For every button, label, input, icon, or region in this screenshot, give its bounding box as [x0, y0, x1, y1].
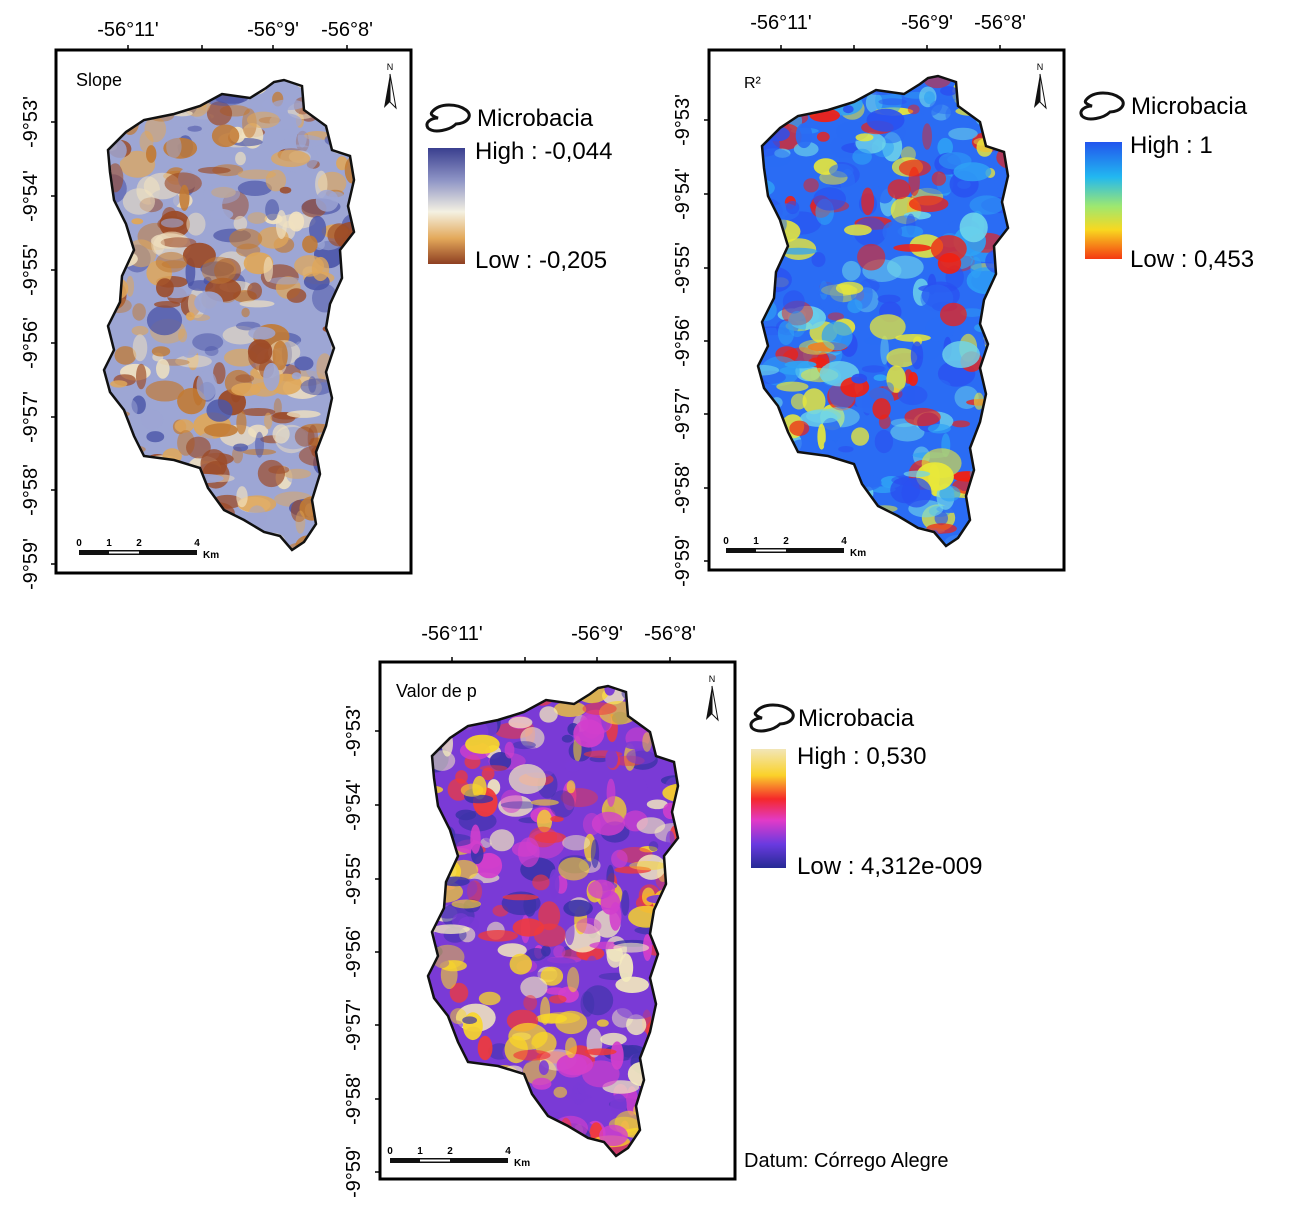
lat-label: -9°54' [20, 170, 42, 222]
longitude-labels: -56°11' -56°9' -56°8' [421, 623, 696, 645]
longitude-labels: -56°11' -56°9' -56°8' [750, 12, 1026, 34]
north-label: N [1037, 62, 1044, 72]
north-arrow: N [384, 62, 397, 110]
north-arrow-icon [384, 74, 390, 108]
scale-tick: 4 [841, 536, 847, 547]
scale-bar: 0 1 2 4 Km [387, 1146, 530, 1169]
color-ramp [751, 749, 786, 868]
lat-label: -9°57' [20, 391, 42, 443]
longitude-labels: -56°11' -56°9' -56°8' [97, 19, 373, 41]
lat-label: -9°59' [20, 538, 42, 590]
scale-tick: 4 [194, 538, 200, 549]
color-ramp [428, 148, 465, 264]
scale-tick: 1 [106, 538, 112, 549]
lat-label: -9°53' [20, 96, 42, 148]
lon-label: -56°11' [97, 19, 158, 41]
latitude-labels: -9°53' -9°54' -9°55' -9°56' -9°57' -9°58… [672, 94, 694, 587]
lat-label: -9°53' [672, 94, 694, 146]
lat-label: -9°53' [343, 705, 365, 757]
lon-label: -56°9' [901, 12, 953, 34]
lat-label: -9°57' [343, 999, 365, 1051]
lat-label: -9°56' [672, 315, 694, 367]
legend-layer-name: Microbacia [1131, 93, 1248, 120]
scale-tick: 1 [417, 1146, 423, 1157]
graticule-ticks [375, 657, 671, 1173]
lon-label: -56°8' [644, 623, 696, 645]
lat-label: -9°55' [343, 853, 365, 905]
north-arrow: N [1034, 62, 1047, 110]
r2-map-panel: -56°11' -56°9' -56°8' -9°53' -9°54' -9°5… [672, 12, 1254, 587]
lat-label: -9°56' [343, 926, 365, 978]
lat-label: -9°57' [672, 388, 694, 440]
map-title: R² [744, 75, 762, 92]
lat-label: -9°56' [20, 317, 42, 369]
lat-label: -9°58' [672, 462, 694, 514]
latitude-labels: -9°53' -9°54' -9°55' -9°56' -9°57' -9°58… [20, 96, 42, 590]
scale-tick: 2 [783, 536, 789, 547]
legend-low: Low : 0,453 [1130, 246, 1254, 273]
graticule-ticks [51, 45, 348, 565]
legend: Microbacia High : -0,044 Low : -0,205 [425, 103, 612, 274]
scale-tick: 1 [753, 536, 759, 547]
lat-label: -9°59' [672, 535, 694, 587]
lat-label: -9°55' [20, 244, 42, 296]
lon-label: -56°9' [571, 623, 623, 645]
scale-tick: 0 [723, 536, 729, 547]
legend-layer-name: Microbacia [798, 705, 915, 732]
legend-high: High : -0,044 [475, 138, 612, 165]
scale-tick: 0 [387, 1146, 393, 1157]
color-ramp [1085, 142, 1122, 259]
scale-bar: 0 1 2 4 Km [76, 538, 219, 561]
microbacia-legend-icon [1079, 91, 1125, 121]
legend-high: High : 1 [1130, 132, 1213, 159]
scale-unit: Km [514, 1158, 530, 1169]
map-title: Slope [76, 70, 122, 90]
microbacia-legend-icon [425, 103, 471, 133]
legend-low: Low : -0,205 [475, 247, 607, 274]
scale-unit: Km [850, 548, 866, 559]
north-arrow-icon [1034, 74, 1040, 108]
latitude-labels: -9°53' -9°54' -9°55' -9°56' -9°57' -9°58… [343, 705, 365, 1198]
lat-label: -9°55' [672, 242, 694, 294]
scale-tick: 0 [76, 538, 82, 549]
scale-tick: 2 [447, 1146, 453, 1157]
lon-label: -56°8' [321, 19, 373, 41]
datum-note: Datum: Córrego Alegre [744, 1150, 949, 1172]
microbacia-legend-icon [749, 703, 795, 733]
legend-low: Low : 4,312e-009 [797, 853, 982, 880]
north-label: N [709, 674, 716, 684]
legend-layer-name: Microbacia [477, 105, 594, 132]
graticule-ticks [704, 45, 1001, 562]
scale-bar: 0 1 2 4 Km [723, 536, 866, 559]
lon-label: -56°9' [247, 19, 299, 41]
north-arrow-icon [706, 686, 712, 720]
slope-map-panel: -56°11' -56°9' -56°8' -9°53' -9°54' -9°5… [20, 19, 612, 590]
pvalue-map-panel: -56°11' -56°9' -56°8' -9°53' -9°54' -9°5… [343, 623, 982, 1198]
lon-label: -56°11' [750, 12, 811, 34]
lon-label: -56°11' [421, 623, 482, 645]
lat-label: -9°58' [343, 1073, 365, 1125]
scale-unit: Km [203, 550, 219, 561]
legend-high: High : 0,530 [797, 743, 926, 770]
lat-label: -9°54' [343, 779, 365, 831]
watershed-raster [102, 78, 356, 552]
scale-tick: 4 [505, 1146, 511, 1157]
legend: Microbacia High : 0,530 Low : 4,312e-009 [749, 703, 982, 880]
north-arrow: N [706, 674, 719, 722]
legend: Microbacia High : 1 Low : 0,453 [1079, 91, 1254, 273]
lat-label: -9°58' [20, 464, 42, 516]
lat-label: -9°59' [343, 1146, 365, 1198]
north-label: N [387, 62, 394, 72]
lon-label: -56°8' [974, 12, 1026, 34]
map-title: Valor de p [396, 681, 477, 701]
lat-label: -9°54' [672, 168, 694, 220]
scale-tick: 2 [136, 538, 142, 549]
